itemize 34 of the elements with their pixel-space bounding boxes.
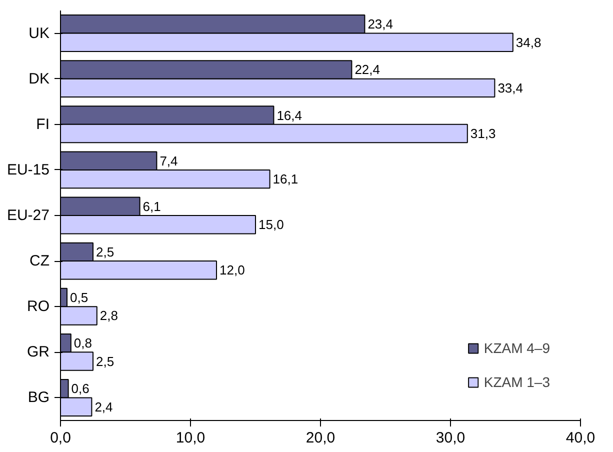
data-label: 34,8 [516, 34, 542, 50]
data-label: 15,0 [258, 217, 284, 232]
legend-label: KZAM 4–9 [484, 340, 550, 356]
data-label: 12,0 [220, 262, 245, 278]
data-label: 0,8 [74, 336, 92, 351]
x-tick-label: 40,0 [566, 430, 596, 446]
data-label: 2,4 [94, 399, 113, 414]
data-label: 2,5 [96, 244, 114, 260]
y-tick-label: EU-15 [6, 161, 50, 178]
data-label: 2,8 [100, 308, 118, 324]
y-tick-label: CZ [30, 252, 50, 270]
x-tick-label: 0,0 [50, 430, 71, 446]
y-tick-label: RO [27, 298, 50, 316]
data-label: 2,5 [96, 354, 114, 369]
data-label: 16,4 [276, 108, 302, 123]
legend-label: KZAM 1–3 [484, 374, 550, 390]
data-label: 23,4 [368, 16, 394, 32]
y-tick-label: GR [27, 344, 50, 361]
y-tick-label: DK [28, 70, 50, 88]
y-tick-label: BG [28, 389, 50, 406]
data-label: 0,6 [71, 381, 90, 396]
x-tick-label: 20,0 [306, 430, 336, 446]
data-label: 7,4 [160, 153, 178, 168]
data-label: 22,4 [354, 62, 380, 78]
data-label: 6,1 [142, 198, 161, 214]
x-tick-label: 30,0 [436, 430, 466, 446]
data-label: 33,4 [498, 80, 524, 96]
y-tick-label: FI [36, 116, 50, 133]
data-label: 16,1 [272, 172, 298, 187]
data-label: 31,3 [470, 126, 496, 141]
y-tick-label: UK [28, 24, 50, 42]
y-tick-label: EU-27 [6, 207, 50, 224]
x-tick-label: 10,0 [176, 430, 206, 446]
data-label: 0,5 [70, 290, 88, 305]
